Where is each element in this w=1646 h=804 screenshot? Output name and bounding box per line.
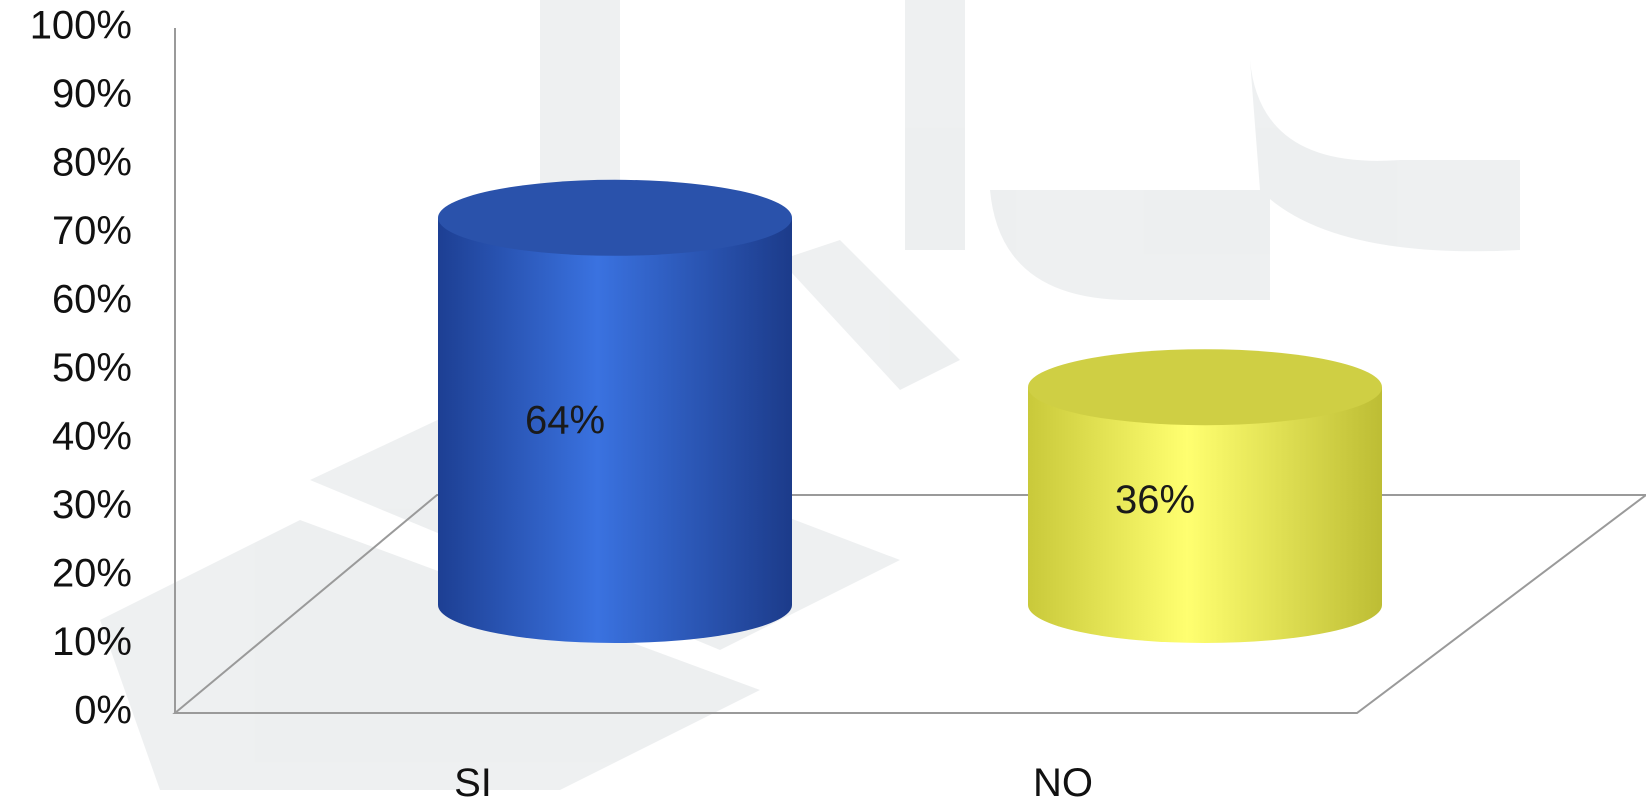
- bar-top-cap: [438, 179, 792, 256]
- y-tick-label: 40%: [52, 415, 132, 459]
- x-axis-category-labels: SI NO: [454, 761, 1093, 804]
- y-tick-label: 0%: [74, 689, 132, 733]
- y-tick-label: 10%: [52, 620, 132, 664]
- x-category-label: SI: [454, 761, 492, 804]
- bar-body: [438, 217, 792, 644]
- bar-si: 64%: [438, 179, 792, 644]
- y-tick-label: 20%: [52, 552, 132, 596]
- bar-value-label: 36%: [1115, 478, 1195, 522]
- y-tick-label: 50%: [52, 346, 132, 390]
- y-tick-label: 80%: [52, 141, 132, 185]
- x-category-label: NO: [1033, 761, 1093, 804]
- y-tick-label: 60%: [52, 278, 132, 322]
- bar-body: [1028, 387, 1382, 643]
- bar-top-cap: [1028, 349, 1382, 426]
- y-tick-label: 90%: [52, 72, 132, 116]
- chart-floor: [172, 494, 1646, 714]
- bar-no: 36%: [1028, 349, 1382, 643]
- bars-group: 64% 36%: [438, 179, 1382, 644]
- y-tick-label: 30%: [52, 483, 132, 527]
- y-tick-label: 70%: [52, 209, 132, 253]
- bar-value-label: 64%: [525, 399, 605, 443]
- y-axis-tick-labels: 0% 10% 20% 30% 40% 50% 60% 70% 80% 90% 100%: [30, 4, 132, 733]
- y-tick-label: 100%: [30, 4, 132, 48]
